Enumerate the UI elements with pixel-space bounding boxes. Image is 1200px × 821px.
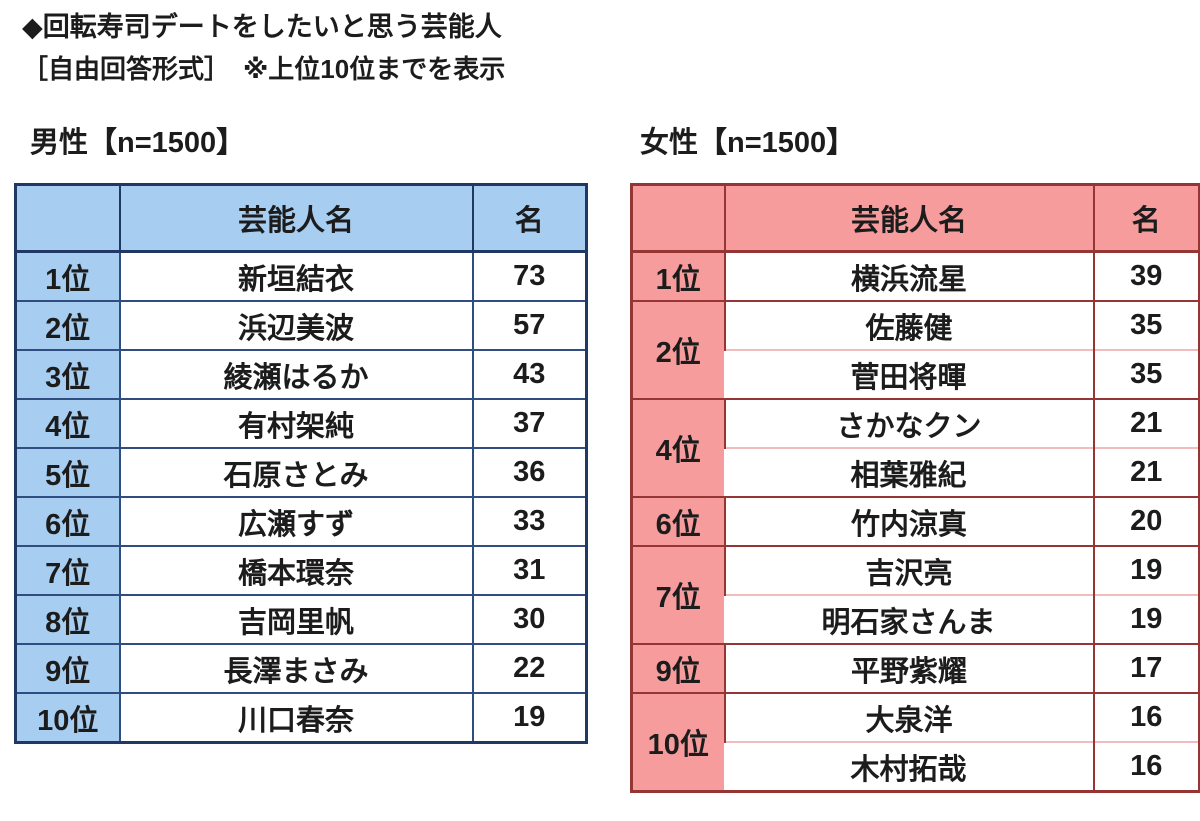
vote-count-cell: 19 xyxy=(1092,594,1200,644)
count-header-cell: 名 xyxy=(1092,184,1200,253)
celebrity-name-cell: 長澤まさみ xyxy=(118,643,473,693)
table-row: 1位 横浜流星 39 xyxy=(631,250,1200,301)
table-row: 木村拓哉 16 xyxy=(632,741,1200,792)
vote-count-cell: 39 xyxy=(1092,250,1200,301)
female-header-row: 芸能人名名 xyxy=(631,184,1200,253)
vote-count-cell: 19 xyxy=(1092,545,1200,595)
celebrity-name-cell: 横浜流星 xyxy=(723,250,1094,301)
rank-cell: 8位 xyxy=(15,594,120,644)
rank-cell: 1位 xyxy=(15,250,120,301)
table-row: 9位 長澤まさみ 22 xyxy=(15,643,587,693)
table-row: 9位 平野紫耀 17 xyxy=(631,643,1200,693)
vote-count-cell: 30 xyxy=(471,594,587,644)
table-row: 2位 浜辺美波 57 xyxy=(15,300,587,350)
vote-count-cell: 43 xyxy=(471,349,587,399)
table-row: 相葉雅紀 21 xyxy=(632,447,1200,497)
table-row: 6位 広瀬すず 33 xyxy=(15,496,587,546)
vote-count-cell: 36 xyxy=(471,447,587,497)
celebrity-name-cell: 明石家さんま xyxy=(724,594,1094,644)
rank-cell: 7位 xyxy=(15,545,120,595)
rank-cell: 3位 xyxy=(15,349,120,399)
rank-cell: 4位 xyxy=(631,398,725,497)
vote-count-cell: 21 xyxy=(1092,398,1200,448)
rank-cell: 9位 xyxy=(631,643,725,693)
rank-cell: 2位 xyxy=(631,300,725,399)
vote-count-cell: 16 xyxy=(1092,692,1200,742)
male-section-label: 男性【n=1500】 xyxy=(30,127,246,159)
rank-cell: 2位 xyxy=(15,300,120,350)
vote-count-cell: 16 xyxy=(1092,741,1200,792)
rank-cell: 10位 xyxy=(631,692,725,792)
female-section-label: 女性【n=1500】 xyxy=(640,127,856,159)
table-row: 10位 川口春奈 19 xyxy=(15,692,587,743)
count-header-cell: 名 xyxy=(471,184,587,253)
male-table-body: 1位 新垣結衣 73 2位 浜辺美波 57 3位 綾瀬はるか 43 4位 有村架純 37 5位 石原さとみ… xyxy=(15,250,587,743)
table-row: 2位 佐藤健 35 xyxy=(631,300,1200,399)
table-row: 7位 橋本環奈 31 xyxy=(15,545,587,595)
vote-count-cell: 21 xyxy=(1092,447,1200,497)
celebrity-name-cell: さかなクン xyxy=(723,398,1094,448)
rank-cell: 5位 xyxy=(15,447,120,497)
vote-count-cell: 20 xyxy=(1092,496,1200,546)
vote-count-cell: 22 xyxy=(471,643,587,693)
vote-count-cell: 57 xyxy=(471,300,587,350)
rank-header-cell xyxy=(15,184,120,253)
rank-cell: 1位 xyxy=(631,250,725,301)
name-header-cell: 芸能人名 xyxy=(723,184,1094,253)
celebrity-name-cell: 橋本環奈 xyxy=(118,545,473,595)
rank-cell: 10位 xyxy=(15,692,120,743)
table-row: 8位 吉岡里帆 30 xyxy=(15,594,587,644)
vote-count-cell: 37 xyxy=(471,398,587,448)
celebrity-name-cell: 浜辺美波 xyxy=(118,300,473,350)
table-row: 1位 新垣結衣 73 xyxy=(15,250,587,301)
vote-count-cell: 35 xyxy=(1092,300,1200,350)
rank-cell: 7位 xyxy=(631,545,725,644)
male-table-header: 芸能人名名 xyxy=(15,184,587,253)
male-ranking-table: 芸能人名名 1位 新垣結衣 73 2位 浜辺美波 57 3位 綾瀬はるか 43 4位 有村架純 37 5… xyxy=(14,183,588,744)
table-row: 6位 竹内涼真 20 xyxy=(631,496,1200,546)
table-row: 4位 さかなクン 21 xyxy=(631,398,1200,497)
celebrity-name-cell: 平野紫耀 xyxy=(723,643,1094,693)
vote-count-cell: 31 xyxy=(471,545,587,595)
rank-header-cell xyxy=(631,184,725,253)
vote-count-cell: 19 xyxy=(471,692,587,743)
celebrity-name-cell: 佐藤健 xyxy=(723,300,1094,350)
table-row: 4位 有村架純 37 xyxy=(15,398,587,448)
female-table-body: 1位 横浜流星 39 2位 佐藤健 35 菅田将暉 35 4位 さかなクン 21 相葉雅紀 21 6位 竹内… xyxy=(631,250,1200,792)
vote-count-cell: 17 xyxy=(1092,643,1200,693)
celebrity-name-cell: 新垣結衣 xyxy=(118,250,473,301)
celebrity-name-cell: 菅田将暉 xyxy=(724,349,1094,399)
survey-title: ◆回転寿司デートをしたいと思う芸能人 xyxy=(22,12,502,42)
female-ranking-table: 芸能人名名 1位 横浜流星 39 2位 佐藤健 35 菅田将暉 35 4位 さかなクン 21 相葉雅紀… xyxy=(630,183,1200,793)
celebrity-name-cell: 木村拓哉 xyxy=(724,741,1094,792)
celebrity-name-cell: 吉岡里帆 xyxy=(118,594,473,644)
vote-count-cell: 33 xyxy=(471,496,587,546)
name-header-cell: 芸能人名 xyxy=(118,184,473,253)
male-header-row: 芸能人名名 xyxy=(15,184,587,253)
rank-cell: 4位 xyxy=(15,398,120,448)
table-row: 10位 大泉洋 16 xyxy=(631,692,1200,792)
table-row: 明石家さんま 19 xyxy=(632,594,1200,644)
celebrity-name-cell: 綾瀬はるか xyxy=(118,349,473,399)
table-row: 5位 石原さとみ 36 xyxy=(15,447,587,497)
rank-cell: 6位 xyxy=(631,496,725,546)
table-row: 3位 綾瀬はるか 43 xyxy=(15,349,587,399)
rank-cell: 6位 xyxy=(15,496,120,546)
vote-count-cell: 35 xyxy=(1092,349,1200,399)
celebrity-name-cell: 大泉洋 xyxy=(723,692,1094,742)
table-row: 7位 吉沢亮 19 xyxy=(631,545,1200,644)
survey-subtitle: ［自由回答形式］ ※上位10位までを表示 xyxy=(22,54,506,85)
celebrity-name-cell: 川口春奈 xyxy=(118,692,473,743)
survey-title-block: ◆回転寿司デートをしたいと思う芸能人 ［自由回答形式］ ※上位10位までを表示 xyxy=(22,10,505,87)
celebrity-name-cell: 有村架純 xyxy=(118,398,473,448)
celebrity-name-cell: 吉沢亮 xyxy=(723,545,1094,595)
female-table-header: 芸能人名名 xyxy=(631,184,1200,253)
table-row: 菅田将暉 35 xyxy=(632,349,1200,399)
celebrity-name-cell: 竹内涼真 xyxy=(723,496,1094,546)
celebrity-name-cell: 広瀬すず xyxy=(118,496,473,546)
celebrity-name-cell: 石原さとみ xyxy=(118,447,473,497)
rank-cell: 9位 xyxy=(15,643,120,693)
celebrity-name-cell: 相葉雅紀 xyxy=(724,447,1094,497)
vote-count-cell: 73 xyxy=(471,250,587,301)
